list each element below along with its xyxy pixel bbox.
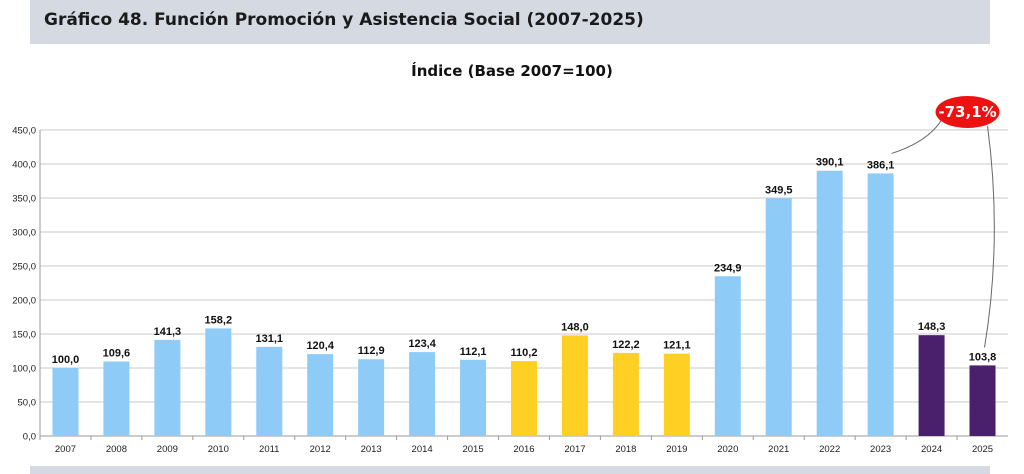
data-label: 234,9 bbox=[714, 262, 742, 274]
bar-2016 bbox=[511, 361, 537, 436]
x-tick-label: 2007 bbox=[55, 444, 76, 455]
x-tick-label: 2010 bbox=[208, 444, 229, 455]
header-band bbox=[30, 0, 990, 44]
bar-2023 bbox=[867, 173, 894, 436]
data-label: 103,8 bbox=[969, 351, 997, 363]
chart-title: Índice (Base 2007=100) bbox=[411, 62, 613, 80]
x-tick-label: 2008 bbox=[106, 444, 127, 455]
x-tick-label: 2021 bbox=[768, 444, 789, 455]
callout-line-right bbox=[984, 125, 995, 348]
x-tick-label: 2023 bbox=[870, 444, 891, 455]
bar-2018 bbox=[612, 352, 639, 436]
data-label: 349,5 bbox=[765, 184, 793, 196]
bar-2010 bbox=[205, 328, 232, 436]
y-tick-label: 350,0 bbox=[12, 194, 36, 205]
y-tick-label: 100,0 bbox=[12, 364, 36, 375]
page-title: Gráfico 48. Función Promoción y Asistenc… bbox=[44, 10, 644, 30]
bar-2020 bbox=[714, 276, 741, 436]
bar-2013 bbox=[358, 359, 385, 436]
bar-2009 bbox=[154, 339, 181, 436]
y-tick-label: 300,0 bbox=[12, 228, 36, 239]
bar-2021 bbox=[765, 198, 792, 436]
x-tick-label: 2024 bbox=[921, 444, 942, 455]
x-tick-label: 2013 bbox=[361, 444, 382, 455]
callout-line-left bbox=[891, 119, 942, 154]
data-label: 123,4 bbox=[408, 338, 436, 350]
bar-2015 bbox=[460, 359, 487, 436]
bar-2022 bbox=[816, 170, 843, 436]
bar-2008 bbox=[103, 361, 130, 436]
data-label: 112,9 bbox=[358, 345, 385, 357]
y-tick-label: 0,0 bbox=[23, 432, 36, 443]
y-tick-label: 400,0 bbox=[12, 160, 36, 171]
callout-label: -73,1% bbox=[938, 103, 996, 121]
x-tick-label: 2020 bbox=[717, 444, 738, 455]
y-tick-label: 200,0 bbox=[12, 296, 36, 307]
bar-2014 bbox=[409, 352, 436, 436]
x-tick-label: 2016 bbox=[513, 444, 534, 455]
x-tick-label: 2011 bbox=[259, 444, 279, 455]
y-tick-label: 50,0 bbox=[18, 398, 37, 409]
x-tick-label: 2022 bbox=[819, 444, 840, 455]
y-tick-label: 150,0 bbox=[12, 330, 36, 341]
y-tick-label: 250,0 bbox=[12, 262, 36, 273]
data-label: 112,1 bbox=[460, 346, 487, 358]
data-label: 120,4 bbox=[306, 340, 334, 352]
y-tick-label: 450,0 bbox=[12, 126, 36, 137]
x-tick-label: 2009 bbox=[157, 444, 178, 455]
data-label: 131,1 bbox=[255, 333, 283, 345]
data-label: 100,0 bbox=[52, 354, 80, 366]
data-label: 386,1 bbox=[867, 159, 895, 171]
bar-2024 bbox=[918, 335, 945, 436]
bar-2025 bbox=[969, 365, 996, 436]
data-label: 148,3 bbox=[918, 321, 946, 333]
callout-bubble bbox=[935, 96, 1000, 128]
data-label: 110,2 bbox=[511, 347, 538, 359]
bar-2007 bbox=[52, 368, 79, 436]
data-label: 122,2 bbox=[612, 339, 640, 351]
x-tick-label: 2019 bbox=[666, 444, 687, 455]
bar-2019 bbox=[663, 353, 690, 436]
x-tick-label: 2015 bbox=[462, 444, 483, 455]
x-tick-label: 2025 bbox=[972, 444, 993, 455]
data-label: 390,1 bbox=[816, 157, 844, 169]
x-tick-label: 2012 bbox=[310, 444, 331, 455]
footer-band bbox=[30, 466, 990, 474]
bar-2012 bbox=[307, 354, 334, 436]
x-tick-label: 2014 bbox=[412, 444, 433, 455]
data-label: 109,6 bbox=[103, 347, 131, 359]
x-tick-label: 2017 bbox=[564, 444, 585, 455]
x-tick-label: 2018 bbox=[615, 444, 636, 455]
data-label: 141,3 bbox=[154, 326, 182, 338]
data-label: 158,2 bbox=[205, 314, 233, 326]
data-label: 121,1 bbox=[663, 340, 691, 352]
bar-2011 bbox=[256, 346, 283, 436]
bar-2017 bbox=[561, 335, 588, 436]
data-label: 148,0 bbox=[561, 321, 589, 333]
